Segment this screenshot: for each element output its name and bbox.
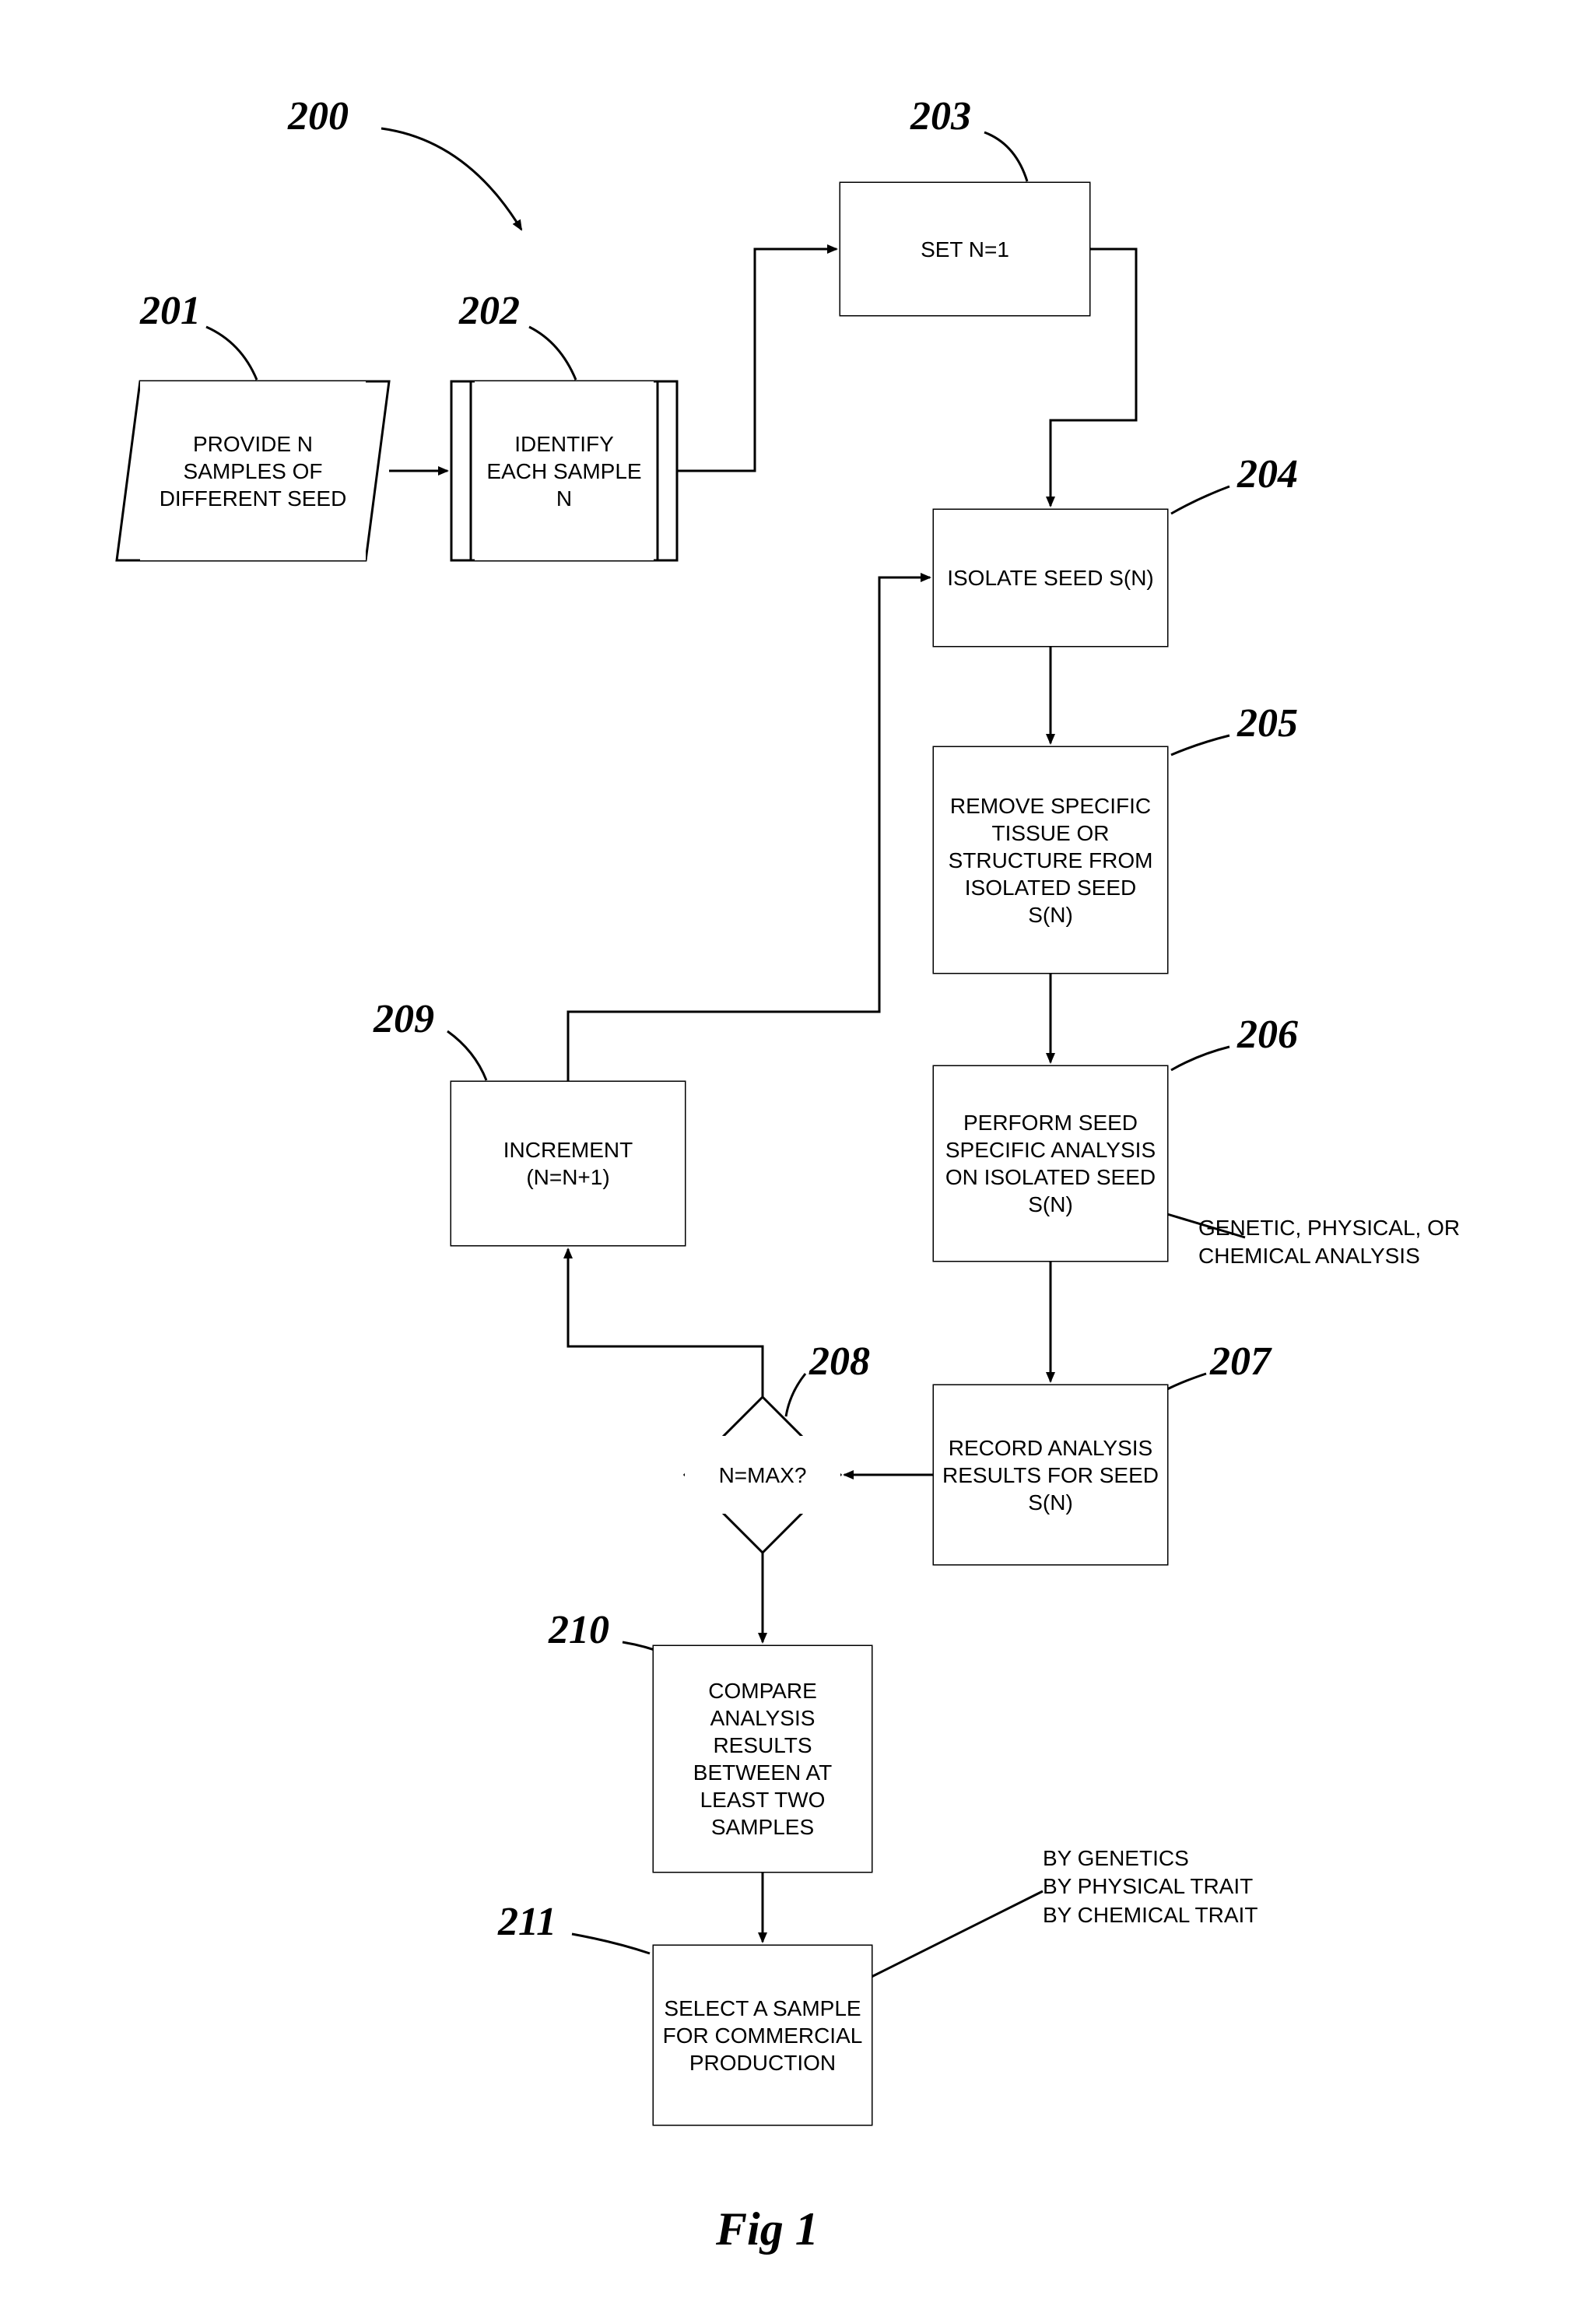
label-211: 211 (498, 1899, 556, 1945)
edge-209-204 (568, 577, 930, 1082)
label-207: 207 (1210, 1339, 1271, 1385)
leader-208 (786, 1374, 805, 1416)
label-210: 210 (549, 1607, 609, 1653)
label-206: 206 (1237, 1012, 1298, 1058)
leader-211 (572, 1934, 650, 1953)
node-206-text: PERFORM SEED SPECIFIC ANALYSIS ON ISOLAT… (934, 1066, 1167, 1261)
label-208: 208 (809, 1339, 870, 1385)
node-207-text: RECORD ANALYSIS RESULTS FOR SEED S(N) (934, 1385, 1167, 1564)
node-209-text: INCREMENT (N=N+1) (451, 1082, 685, 1245)
node-205-text: REMOVE SPECIFIC TISSUE OR STRUCTURE FROM… (934, 747, 1167, 973)
leader-203 (984, 132, 1027, 181)
node-208-text: N=MAX? (685, 1436, 840, 1514)
leader-209 (447, 1031, 486, 1080)
leader-202 (529, 327, 576, 380)
leader-205 (1171, 735, 1229, 755)
node-202-text: IDENTIFY EACH SAMPLE N (475, 381, 654, 560)
label-203: 203 (910, 93, 971, 139)
annotation-206: GENETIC, PHYSICAL, OR CHEMICAL ANALYSIS (1198, 1214, 1525, 1271)
annotation-211: BY GENETICS BY PHYSICAL TRAIT BY CHEMICA… (1043, 1844, 1354, 1929)
flowchart-canvas: PROVIDE N SAMPLES OF DIFFERENT SEED IDEN… (0, 0, 1596, 2299)
leader-201 (206, 327, 257, 380)
label-204: 204 (1237, 451, 1298, 497)
leader-206 (1171, 1047, 1229, 1070)
node-211-text: SELECT A SAMPLE FOR COMMERCIAL PRODUCTIO… (654, 1946, 872, 2125)
edge-208-209 (568, 1249, 763, 1397)
label-209: 209 (374, 996, 434, 1042)
label-205: 205 (1237, 700, 1298, 746)
pointer-200 (381, 128, 521, 230)
label-202: 202 (459, 288, 520, 334)
leader-204 (1171, 486, 1229, 514)
leader-207 (1167, 1374, 1206, 1389)
label-201: 201 (140, 288, 201, 334)
node-203-text: SET N=1 (840, 183, 1089, 315)
leader-annot-211 (872, 1891, 1043, 1977)
label-200: 200 (288, 93, 349, 139)
node-204-text: ISOLATE SEED S(N) (934, 510, 1167, 646)
figure-caption: Fig 1 (716, 2202, 819, 2256)
node-210-text: COMPARE ANALYSIS RESULTS BETWEEN AT LEAS… (654, 1646, 872, 1872)
node-201-text: PROVIDE N SAMPLES OF DIFFERENT SEED (140, 381, 366, 560)
edge-202-203 (677, 249, 837, 471)
